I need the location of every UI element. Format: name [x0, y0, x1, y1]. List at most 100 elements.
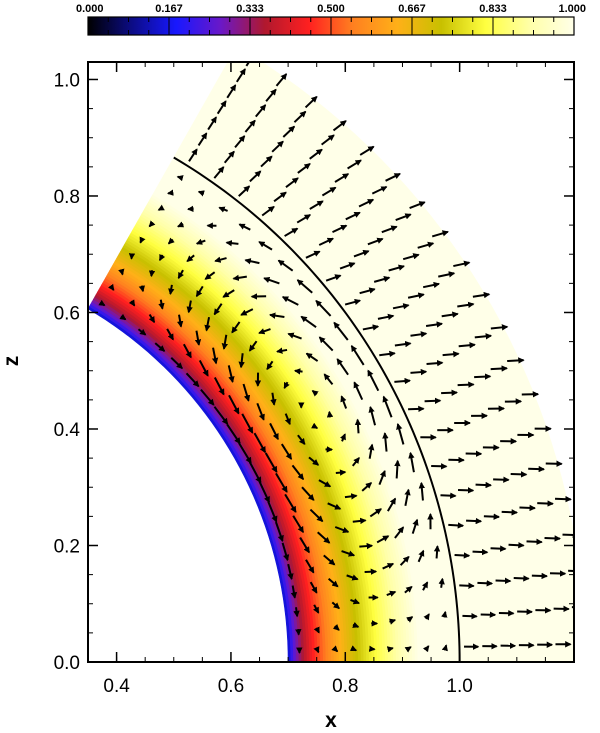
velocity-arrow: [253, 432, 267, 454]
velocity-arrow: [261, 205, 275, 217]
velocity-arrow: [186, 300, 193, 314]
velocity-arrow: [409, 201, 426, 209]
velocity-arrow: [376, 535, 390, 544]
velocity-arrow: [385, 172, 401, 182]
velocity-arrow: [238, 442, 252, 464]
velocity-arrow: [526, 538, 543, 546]
velocity-arrow: [457, 381, 475, 388]
velocity-arrow: [395, 213, 412, 222]
velocity-arrow: [176, 314, 184, 328]
velocity-arrow: [318, 237, 334, 246]
velocity-arrow: [332, 624, 340, 631]
velocity-arrow: [119, 313, 127, 321]
y-axis-ticks: [88, 78, 574, 663]
velocity-arrow: [197, 132, 208, 146]
plot-area: [88, 62, 574, 662]
velocity-arrow: [293, 607, 300, 618]
velocity-arrow: [408, 451, 415, 473]
velocity-arrow: [410, 368, 428, 376]
field-band: [255, 62, 574, 553]
velocity-arrow: [417, 241, 435, 249]
velocity-arrow: [276, 347, 288, 354]
velocity-arrow: [235, 68, 246, 83]
velocity-arrow: [195, 238, 206, 245]
velocity-arrow: [226, 423, 241, 445]
velocity-arrow: [334, 526, 350, 534]
velocity-arrow: [241, 413, 254, 434]
y-tick-label: 0.8: [54, 187, 80, 208]
velocity-arrow: [537, 500, 554, 507]
velocity-arrow: [351, 457, 360, 467]
velocity-arrow: [433, 545, 441, 559]
colorbar-tick-label: 0.833: [479, 3, 507, 15]
velocity-arrow: [182, 343, 192, 359]
velocity-arrow: [138, 285, 145, 293]
velocity-arrow: [323, 554, 336, 566]
velocity-arrow: [394, 377, 411, 385]
velocity-arrow: [404, 488, 411, 507]
velocity-arrow: [300, 315, 317, 329]
velocity-arrow: [353, 381, 364, 401]
velocity-arrow: [168, 284, 175, 296]
velocity-arrow: [381, 225, 398, 234]
velocity-arrow: [454, 552, 471, 559]
velocity-arrow: [238, 223, 251, 231]
velocity-arrow: [285, 177, 299, 188]
velocity-arrow: [402, 253, 420, 261]
velocity-arrow: [232, 274, 247, 282]
velocity-arrow: [305, 559, 315, 574]
velocity-arrow: [263, 276, 280, 285]
velocity-arrow: [213, 377, 225, 396]
velocity-arrow: [177, 221, 185, 228]
velocity-arrow: [418, 481, 426, 501]
velocity-arrow: [341, 550, 356, 557]
velocity-arrow: [148, 220, 156, 228]
velocity-arrow: [531, 572, 548, 580]
velocity-arrow: [352, 517, 367, 525]
velocity-arrow: [555, 495, 572, 503]
velocity-arrow: [501, 509, 518, 516]
velocity-arrow: [227, 365, 235, 383]
colorbar-tick-label: 0.000: [76, 3, 104, 15]
y-axis-title: z: [0, 356, 23, 367]
velocity-arrow: [223, 150, 235, 164]
velocity-arrow: [204, 271, 216, 280]
colorbar-tick-label: 1.000: [558, 3, 586, 15]
velocity-arrow: [264, 452, 278, 473]
velocity-arrow: [222, 289, 235, 298]
velocity-arrow: [438, 271, 456, 278]
velocity-arrow: [305, 352, 319, 362]
velocity-arrow: [334, 173, 350, 183]
velocity-arrow: [284, 227, 299, 237]
y-tick-label: 0.4: [54, 420, 81, 441]
velocity-arrow: [368, 405, 377, 426]
velocity-arrow: [225, 239, 239, 247]
velocity-arrow: [423, 613, 430, 621]
velocity-arrow: [204, 317, 211, 332]
velocity-arrow: [386, 590, 397, 597]
velocity-arrow: [166, 328, 174, 341]
velocity-arrow: [269, 312, 285, 319]
velocity-arrow: [265, 88, 277, 102]
velocity-arrow: [107, 283, 115, 291]
velocity-arrow: [291, 464, 305, 481]
velocity-arrow: [238, 185, 251, 197]
velocity-arrow: [287, 332, 302, 340]
velocity-arrow: [317, 531, 331, 544]
velocity-arrow: [293, 110, 307, 123]
x-tick-label: 0.4: [103, 676, 130, 697]
velocity-arrow: [490, 324, 509, 331]
velocity-arrow: [292, 515, 305, 534]
velocity-arrow: [519, 504, 536, 512]
x-axis-tick-labels: 0.4 0.6 0.8 1.0: [103, 676, 472, 697]
velocity-arrow: [394, 459, 401, 479]
velocity-arrow: [318, 336, 334, 352]
velocity-arrow: [367, 369, 380, 392]
velocity-arrow: [238, 353, 245, 369]
velocity-arrow: [188, 148, 198, 162]
velocity-arrow: [448, 522, 465, 529]
colorbar-labels: 0.000 0.167 0.333 0.500 0.667 0.833 1.000: [76, 3, 586, 15]
x-axis-title: x: [325, 709, 337, 732]
velocity-arrow: [299, 537, 310, 554]
velocity-arrow: [248, 340, 258, 352]
